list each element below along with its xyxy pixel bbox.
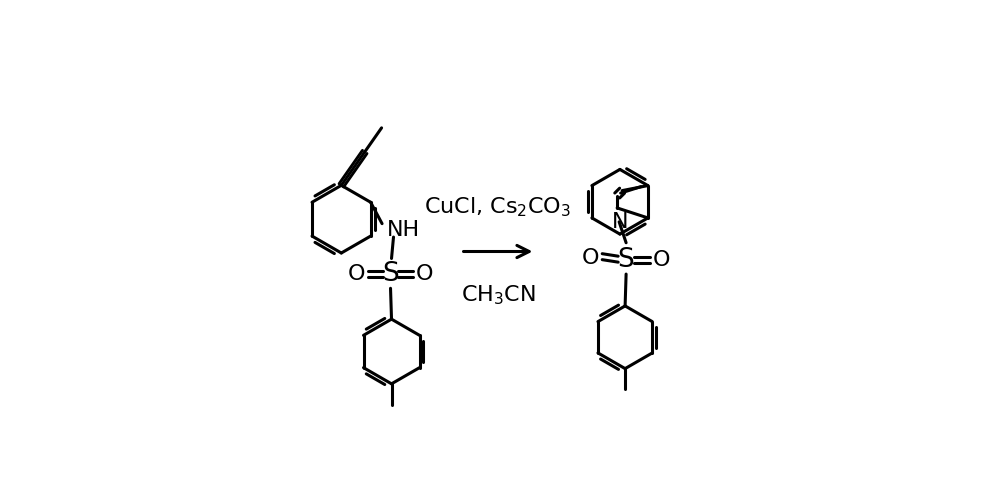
Text: O: O [415, 265, 434, 284]
Text: NH: NH [387, 220, 421, 239]
Text: CuCl, Cs$_2$CO$_3$: CuCl, Cs$_2$CO$_3$ [425, 196, 571, 219]
Text: O: O [581, 247, 599, 268]
Text: O: O [653, 250, 671, 270]
Text: CH$_3$CN: CH$_3$CN [461, 284, 535, 307]
Text: S: S [618, 247, 635, 273]
Text: S: S [382, 262, 399, 287]
Text: N: N [612, 212, 628, 232]
Text: O: O [348, 265, 365, 284]
